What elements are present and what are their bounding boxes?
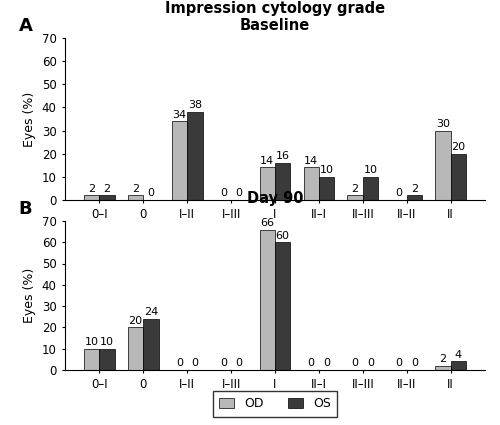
Text: 0: 0	[236, 358, 242, 368]
Bar	[128, 327, 144, 370]
Text: 0: 0	[396, 358, 402, 368]
Text: 4: 4	[454, 350, 462, 360]
Y-axis label: Eyes (%): Eyes (%)	[23, 91, 36, 147]
Bar	[260, 230, 275, 370]
Bar	[172, 121, 187, 200]
Text: 0: 0	[192, 358, 198, 368]
Bar	[275, 163, 290, 200]
Text: A: A	[19, 17, 32, 35]
Text: 10: 10	[100, 337, 114, 347]
Text: 0: 0	[236, 188, 242, 198]
Bar	[450, 153, 466, 200]
Text: 14: 14	[260, 156, 274, 166]
Text: 60: 60	[276, 231, 289, 241]
Bar	[363, 177, 378, 200]
Text: Impression cytology grade: Impression cytology grade	[165, 1, 385, 16]
Bar	[260, 167, 275, 200]
Text: 0: 0	[396, 188, 402, 198]
Text: 16: 16	[276, 151, 289, 161]
Bar	[319, 177, 334, 200]
Text: B: B	[19, 200, 32, 218]
Bar	[435, 366, 450, 370]
Bar	[187, 112, 202, 200]
Text: 20: 20	[451, 142, 466, 152]
Text: 0: 0	[323, 358, 330, 368]
Text: 10: 10	[364, 165, 378, 175]
Bar	[435, 130, 450, 200]
Bar	[450, 361, 466, 370]
Text: 0: 0	[411, 358, 418, 368]
Bar	[304, 167, 319, 200]
Text: 0: 0	[352, 358, 358, 368]
Bar	[128, 195, 144, 200]
Text: 0: 0	[176, 358, 183, 368]
Bar	[406, 195, 422, 200]
Text: 24: 24	[144, 307, 158, 317]
Legend: OD, OS: OD, OS	[212, 391, 338, 416]
Text: 20: 20	[128, 316, 142, 326]
Text: 14: 14	[304, 156, 318, 166]
Text: 30: 30	[436, 119, 450, 129]
Text: 0: 0	[367, 358, 374, 368]
Text: 2: 2	[411, 184, 418, 193]
Text: Day 90: Day 90	[247, 191, 303, 206]
Bar	[100, 195, 115, 200]
Bar	[100, 348, 115, 370]
Y-axis label: Eyes (%): Eyes (%)	[23, 268, 36, 323]
Bar	[348, 195, 363, 200]
Bar	[84, 348, 100, 370]
Text: 2: 2	[104, 184, 110, 193]
Bar	[144, 319, 158, 370]
Text: 0: 0	[308, 358, 314, 368]
Text: 2: 2	[440, 354, 446, 364]
Text: 2: 2	[132, 184, 139, 193]
Text: 10: 10	[85, 337, 99, 347]
Text: 10: 10	[320, 165, 334, 175]
Text: 2: 2	[88, 184, 96, 193]
Text: 34: 34	[172, 110, 186, 120]
Text: 0: 0	[220, 358, 227, 368]
Text: 2: 2	[352, 184, 358, 193]
Text: 0: 0	[148, 188, 154, 198]
Text: 0: 0	[220, 188, 227, 198]
Text: Baseline: Baseline	[240, 18, 310, 34]
Text: 38: 38	[188, 100, 202, 110]
Bar	[275, 242, 290, 370]
Bar	[84, 195, 100, 200]
Text: 66: 66	[260, 218, 274, 228]
